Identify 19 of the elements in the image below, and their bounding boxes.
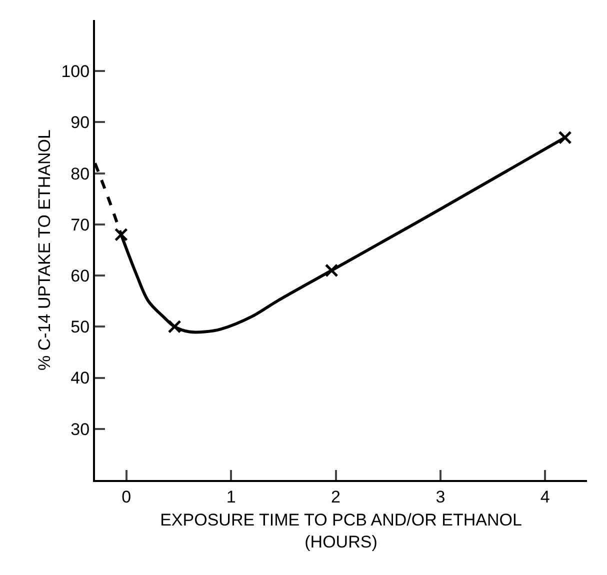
x-axis-title: EXPOSURE TIME TO PCB AND/OR ETHANOL (HOURS)	[160, 510, 522, 552]
x-tick-label: 2	[331, 487, 341, 506]
y-tick-label: 70	[70, 215, 90, 234]
point	[558, 130, 572, 144]
y-tick-label: 100	[61, 62, 90, 82]
point	[168, 320, 182, 334]
x-tick-label: 3	[436, 487, 446, 506]
x-tick-label: 1	[226, 487, 236, 506]
y-axis-title: % C-14 UPTAKE TO ETHANOL	[35, 130, 54, 370]
x-tick-label: 0	[122, 487, 132, 506]
y-tick-label: 50	[70, 318, 90, 337]
point	[324, 264, 338, 278]
x-tick-label: 4	[540, 487, 550, 506]
y-tick-label: 40	[70, 368, 90, 388]
point	[114, 228, 128, 242]
y-tick-label: 30	[70, 420, 90, 439]
y-tick-label: 90	[70, 113, 90, 132]
y-tick-label: 60	[70, 266, 90, 286]
y-tick-label: 80	[70, 164, 90, 184]
